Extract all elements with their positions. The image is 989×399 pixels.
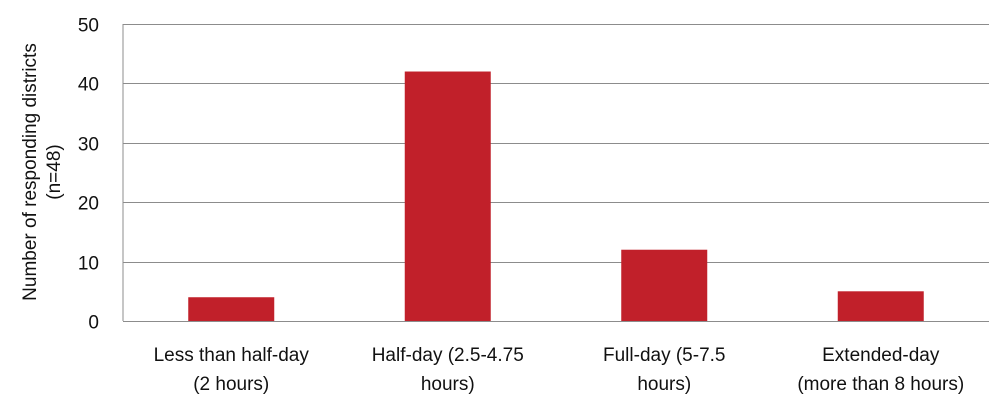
category-label-3-line-2: (more than 8 hours): [797, 374, 964, 395]
category-label-1-line-1: Half-day (2.5-4.75: [372, 345, 524, 366]
y-tick-label-40: 40: [78, 75, 99, 96]
y-tick-label-10: 10: [78, 254, 99, 275]
category-label-3-line-1: Extended-day: [822, 345, 940, 366]
category-label-0-line-2: (2 hours): [193, 374, 269, 395]
y-tick-label-30: 30: [78, 135, 99, 156]
bar-2: [621, 249, 708, 321]
y-tick-labels: 0 10 20 30 40 50: [78, 16, 99, 334]
bar-3: [837, 291, 924, 321]
y-tick-label-50: 50: [78, 16, 99, 37]
category-label-0-line-1: Less than half-day: [154, 345, 310, 366]
gridlines: [122, 24, 989, 322]
category-label-2-line-2: hours): [637, 374, 691, 395]
y-tick-label-0: 0: [88, 313, 99, 334]
category-labels: Less than half-day (2 hours) Half-day (2.5…: [154, 345, 965, 395]
bars: [188, 71, 924, 322]
bar-1: [404, 71, 491, 322]
y-axis-subtitle: (n=48): [44, 144, 65, 199]
bar-0: [188, 297, 275, 321]
category-label-2-line-1: Full-day (5-7.5: [603, 345, 726, 366]
y-tick-label-20: 20: [78, 194, 99, 215]
category-label-1-line-2: hours): [421, 374, 475, 395]
y-axis-title: Number of responding districts: [20, 43, 41, 301]
